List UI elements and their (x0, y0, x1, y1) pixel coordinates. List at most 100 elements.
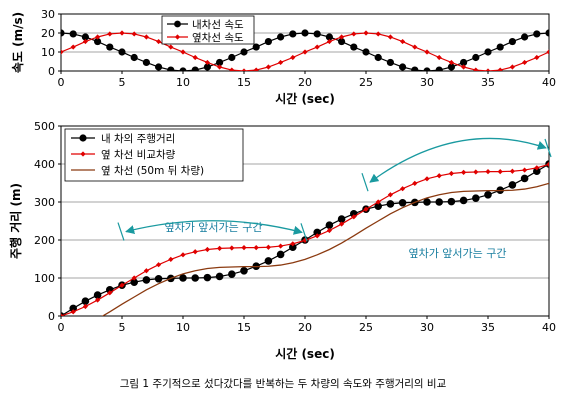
data-point (61, 49, 64, 55)
data-point (192, 249, 198, 255)
y-tick-label: 400 (34, 158, 55, 171)
data-point (131, 275, 137, 281)
data-point (460, 58, 468, 67)
y-tick-label: 0 (48, 310, 55, 323)
annotation-arrow (125, 220, 303, 235)
data-point (325, 33, 333, 41)
data-point (289, 243, 297, 252)
data-point (461, 64, 467, 70)
data-point (400, 38, 406, 45)
data-point (546, 161, 549, 167)
distance-legend-side-label: 옆 차선 비교차량 (101, 149, 176, 161)
data-point (338, 37, 346, 46)
data-point (326, 38, 332, 45)
data-point (217, 245, 223, 251)
data-point (412, 44, 418, 50)
speed-legend-swatch-own (167, 20, 188, 28)
x-tick-label: 40 (542, 321, 556, 334)
x-tick-label: 10 (176, 321, 190, 334)
data-point (179, 67, 187, 71)
data-point (290, 241, 296, 247)
data-point (435, 198, 444, 206)
distance-chart: 옆차가 앞서가는 구간 옆차가 앞서가는 구간 0 5 10 15 20 25 30 35 40… (8, 120, 556, 361)
data-point (131, 31, 137, 37)
data-point (326, 227, 332, 234)
data-point (398, 198, 407, 207)
data-point (400, 186, 406, 192)
data-point (130, 278, 138, 286)
data-point (386, 58, 394, 67)
data-point (412, 180, 418, 186)
data-point (325, 221, 334, 229)
x-tick-label: 30 (420, 321, 434, 334)
data-point (424, 176, 430, 182)
y-tick-label: 300 (34, 196, 55, 209)
data-point (253, 67, 259, 71)
data-point (278, 243, 284, 249)
x-tick-label: 40 (542, 76, 556, 89)
data-point (447, 197, 456, 206)
data-point (461, 169, 467, 175)
data-point (69, 304, 77, 313)
data-point (61, 313, 64, 316)
data-point (351, 214, 357, 220)
data-point (241, 245, 247, 251)
y-tick-label: 20 (41, 27, 55, 40)
data-point (118, 48, 126, 56)
distance-legend-own-label: 내 차의 주행거리 (101, 133, 175, 145)
x-tick-label: 0 (58, 321, 65, 334)
data-point (168, 256, 174, 262)
x-tick-label: 5 (119, 321, 126, 334)
data-point (374, 53, 382, 62)
data-point (509, 168, 515, 174)
data-point (351, 31, 357, 37)
x-tick-label: 25 (359, 76, 373, 89)
speed-series-group (61, 29, 549, 71)
x-tick-label: 20 (298, 76, 312, 89)
data-point (496, 43, 504, 51)
data-point (313, 30, 321, 38)
data-point (447, 63, 455, 71)
data-point (337, 215, 346, 223)
data-point (61, 29, 65, 37)
y-tick-label: 30 (41, 8, 55, 21)
data-point (534, 54, 540, 61)
x-tick-label: 0 (58, 76, 65, 89)
data-point (411, 66, 419, 71)
annotation-arrow (369, 137, 547, 183)
series-0 (61, 29, 549, 71)
data-point (423, 67, 431, 71)
data-point (191, 274, 199, 282)
distance-legend-behind-label: 옆 차선 (50m 뒤 차량) (101, 165, 204, 177)
data-point (155, 63, 163, 71)
speed-y-ticks: 0 10 20 30 (41, 8, 61, 78)
data-point (387, 192, 393, 198)
data-point (252, 43, 260, 51)
data-point (215, 272, 224, 281)
data-point (314, 233, 320, 239)
data-point (472, 53, 480, 62)
data-point (508, 181, 517, 189)
data-point (289, 30, 297, 38)
data-point (473, 169, 479, 175)
data-point (240, 266, 248, 275)
data-point (386, 200, 395, 208)
data-point (485, 169, 491, 175)
data-point (484, 190, 492, 199)
data-point (240, 48, 248, 56)
data-point (533, 30, 541, 38)
speed-legend-own-label: 내차선 속도 (192, 19, 244, 31)
data-point (459, 196, 468, 205)
data-point (522, 59, 528, 66)
data-point (497, 169, 503, 175)
figure-caption: 그림 1 주기적으로 섰다갔다를 반복하는 두 차량의 속도와 주행거리의 비교 (120, 377, 447, 390)
data-point (374, 202, 383, 210)
x-tick-label: 30 (420, 76, 434, 89)
x-tick-label: 25 (359, 321, 373, 334)
data-point (509, 64, 515, 70)
y-tick-label: 500 (34, 120, 55, 133)
data-point (546, 49, 549, 55)
annotation-tick (117, 222, 125, 241)
data-point (70, 44, 76, 50)
